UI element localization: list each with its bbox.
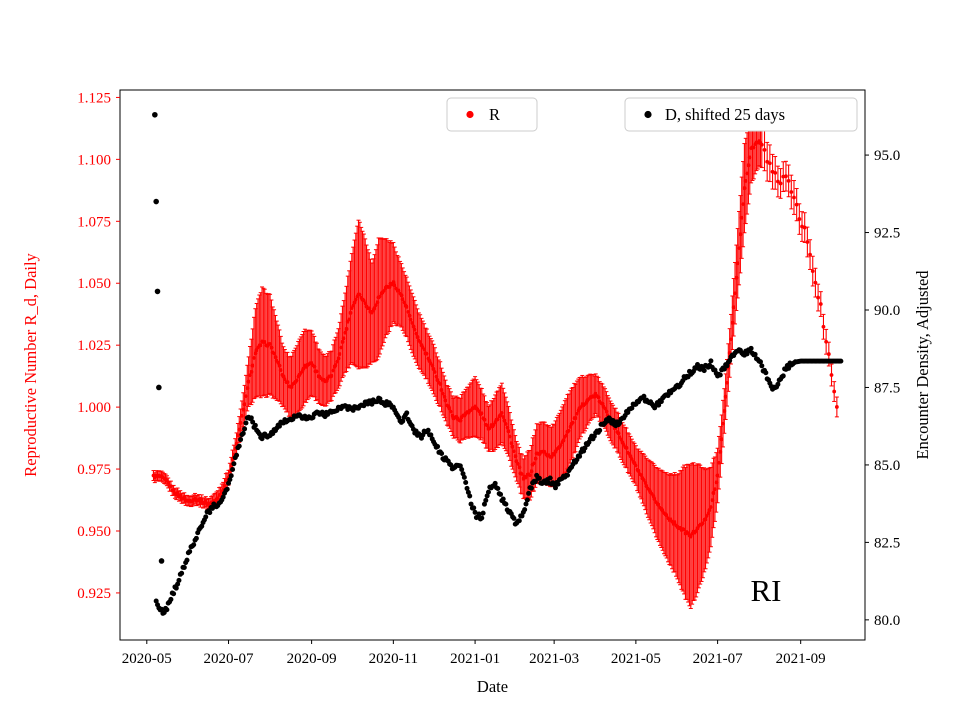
y-tick-label-left: 0.950 [77,524,111,540]
y-axis-title-left: Reproductive Number R_d, Daily [21,252,40,476]
x-tick-label: 2020-09 [287,651,337,667]
y-tick-label-right: 95.0 [874,148,900,164]
y-tick-label-right: 82.5 [874,535,900,551]
legend-r-marker-icon [466,110,474,119]
y-tick-label-left: 1.025 [77,338,111,354]
x-tick-label: 2021-07 [693,651,743,667]
legend-d-marker-icon [644,110,652,119]
y-tick-label-left: 1.100 [77,152,111,168]
legend-d-label: D, shifted 25 days [665,105,785,124]
state-annotation: RI [751,573,782,608]
outlier-point [156,384,162,391]
x-tick-label: 2020-11 [369,651,418,667]
legend-r-label: R [489,105,500,124]
y-axis-right: 80.0 82.5 85.0 87.5 90.0 92.5 95.0 [865,148,900,629]
series-r [151,112,839,609]
x-axis-title: Date [477,677,508,696]
y-axis-title-right: Encounter Density, Adjusted [913,270,932,460]
legend-d-frame [624,97,858,132]
y-tick-label-right: 92.5 [874,226,900,242]
plot-area: 2020-05 2020-07 2020-09 2020-11 2021-01 2021-… [77,89,900,667]
plot-border [119,89,866,641]
y-tick-label-left: 1.050 [77,276,111,292]
y-tick-label-left: 0.975 [77,462,111,478]
y-tick-label-right: 85.0 [874,458,900,474]
legend-d: D, shifted 25 days [624,97,858,132]
y-tick-label-left: 0.925 [77,586,111,602]
x-axis: 2020-05 2020-07 2020-09 2020-11 2021-01 2021-… [122,640,826,667]
y-tick-label-right: 90.0 [874,303,900,319]
outlier-point [158,558,165,564]
x-tick-label: 2020-05 [122,651,172,667]
legend-r: R [446,97,538,132]
outlier-point [153,198,159,205]
x-tick-label: 2020-07 [204,651,254,667]
x-tick-label: 2021-03 [529,651,579,667]
series-d [152,111,844,616]
x-tick-label: 2021-01 [450,651,500,667]
x-tick-label: 2021-05 [611,651,661,667]
y-axis-left: 0.925 0.950 0.975 1.000 1.025 1.050 1.075 1.100… [77,90,120,602]
outlier-point [152,111,158,118]
y-tick-label-right: 87.5 [874,380,900,396]
y-tick-label-left: 1.075 [77,214,111,230]
legend-r-frame [446,97,538,132]
x-tick-label: 2021-09 [776,651,826,667]
y-tick-label-left: 1.125 [77,90,111,106]
y-tick-label-right: 80.0 [874,613,900,629]
y-tick-label-left: 1.000 [77,400,111,416]
outlier-point [154,288,161,295]
